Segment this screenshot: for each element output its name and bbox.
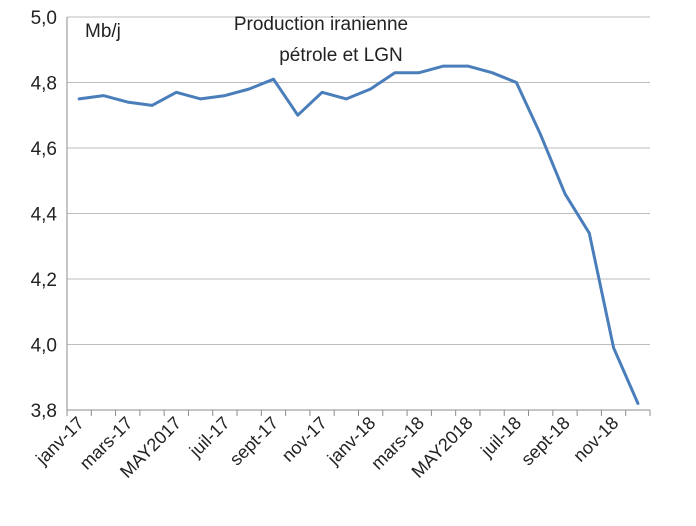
y-tick-label: 4,6 <box>31 139 57 160</box>
x-tick-label: nov-17 <box>278 413 331 466</box>
x-tick-label: sept-17 <box>226 413 283 470</box>
axes <box>66 17 651 416</box>
label-annotation-line2: pétrole et LGN <box>279 45 403 66</box>
y-tick-label: 4,8 <box>31 74 57 95</box>
y-tick-label: 5,0 <box>31 8 57 29</box>
series-line <box>77 64 640 405</box>
y-tick-label: 4,4 <box>31 205 58 226</box>
y-axis-tick-labels: 3,8 4,0 4,2 4,4 4,6 4,8 5,0 <box>31 8 58 422</box>
y-tick-label: 3,8 <box>31 401 57 422</box>
gridlines <box>67 16 650 345</box>
y-tick-label: 4,2 <box>31 270 57 291</box>
label-annotation-line1: Production iranienne <box>234 14 408 35</box>
unit-annotation: Mb/j <box>85 21 121 42</box>
x-tick-label: sept-18 <box>517 413 574 470</box>
y-tick-label: 4,0 <box>31 336 57 357</box>
series-layer <box>77 64 640 405</box>
x-tick-label: nov-18 <box>569 413 622 466</box>
